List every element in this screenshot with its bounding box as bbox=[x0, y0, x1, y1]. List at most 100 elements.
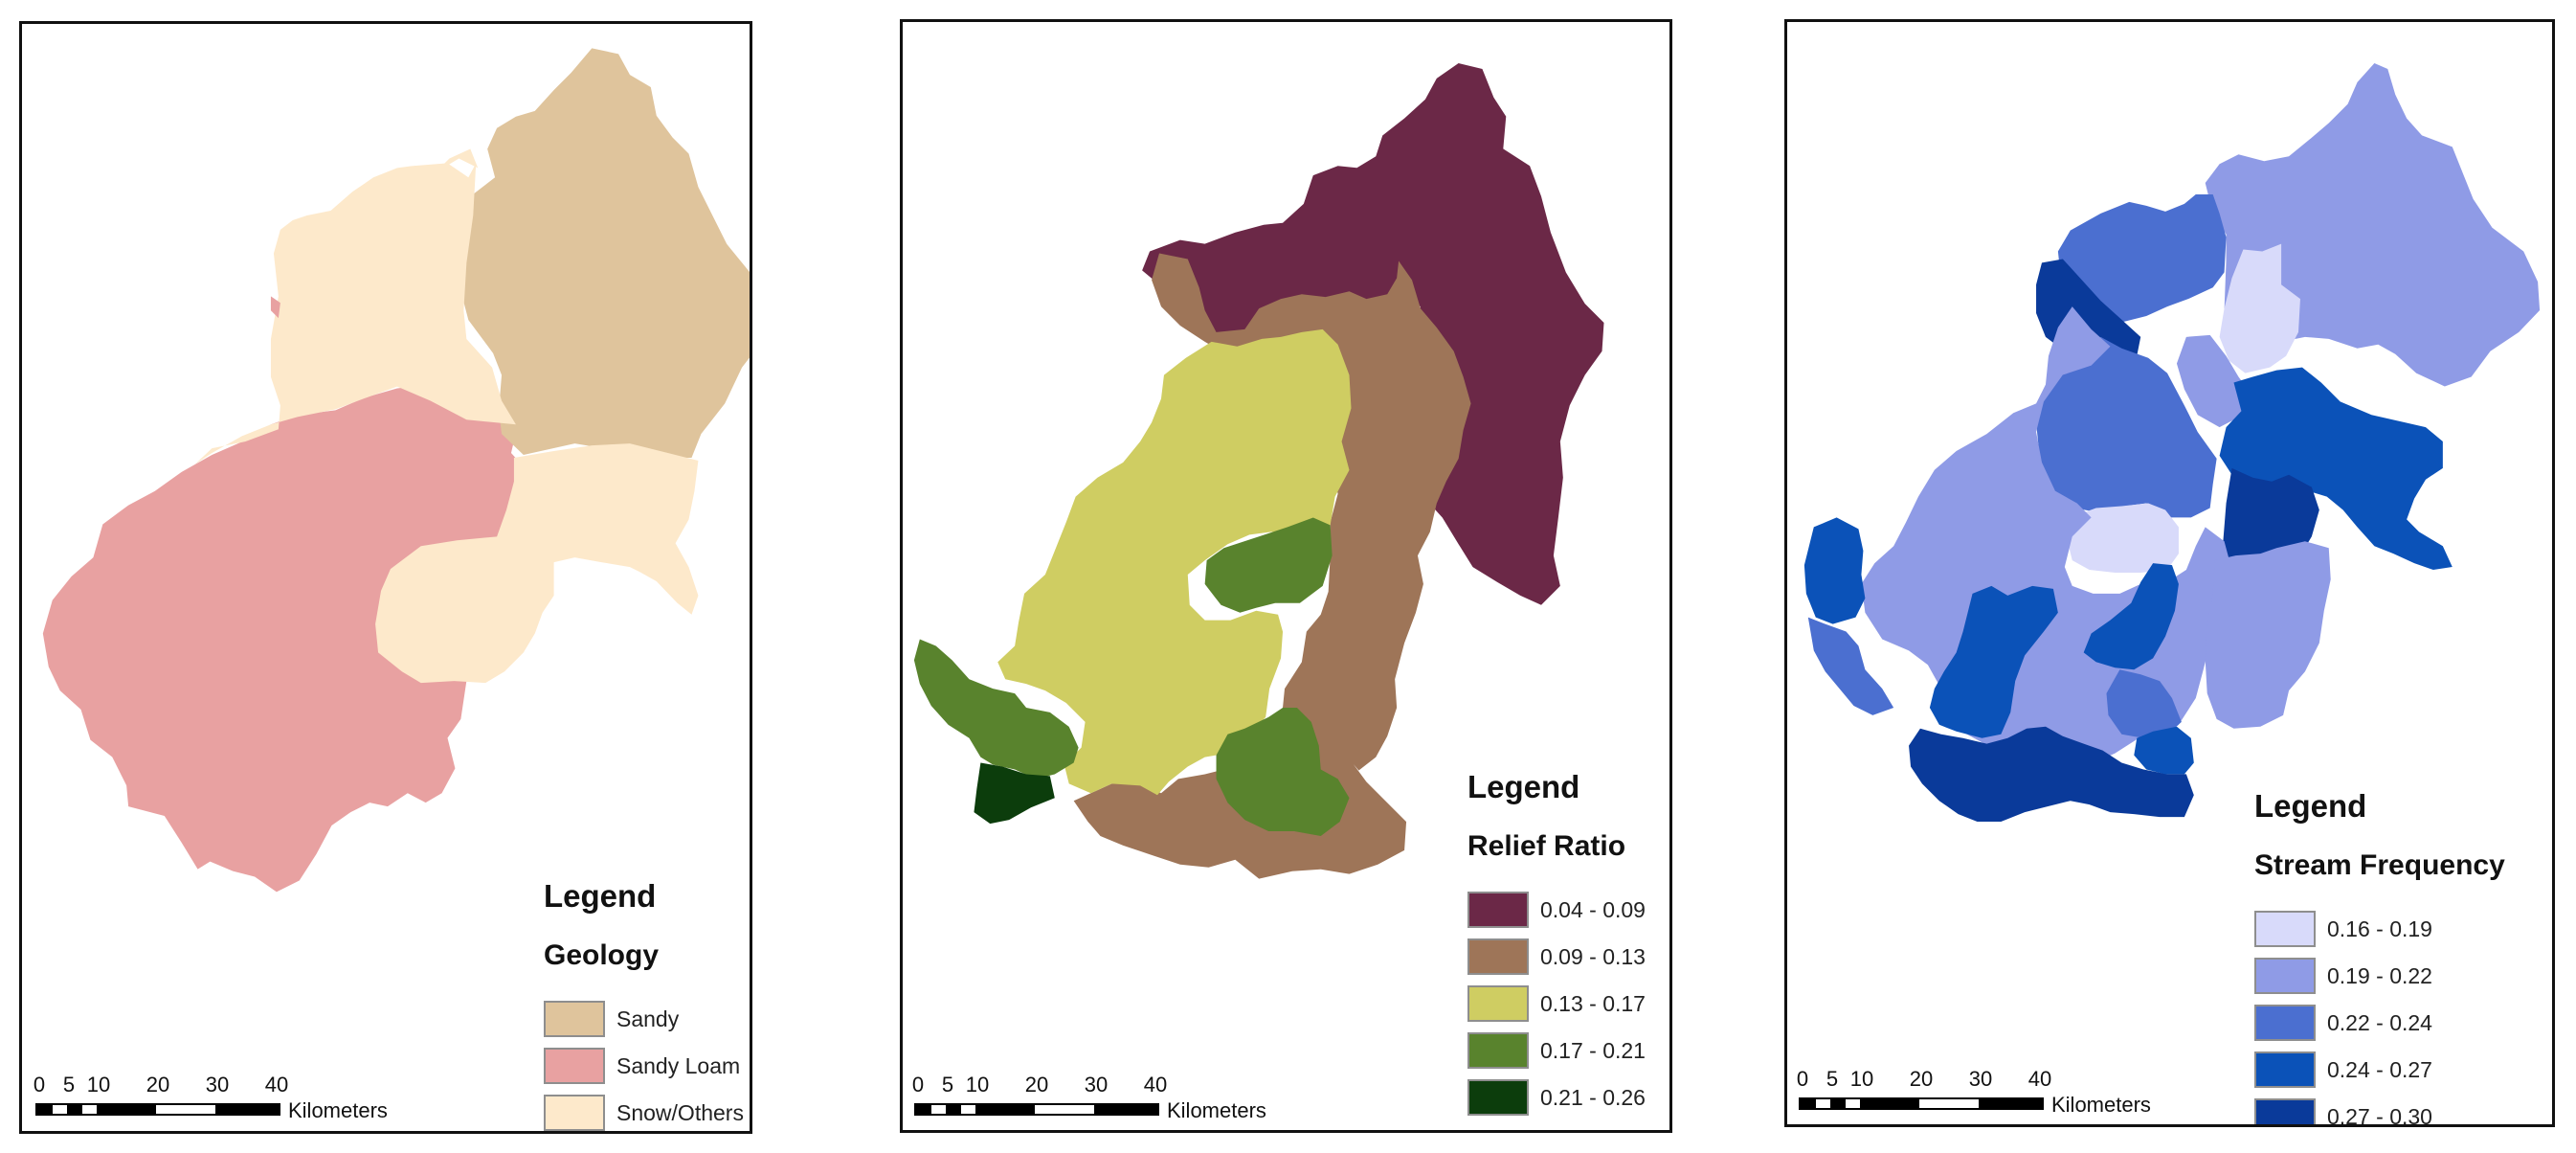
stream-frequency-0-22-0-24-region-southeast bbox=[2106, 669, 2182, 738]
legend-item: 0.19 - 0.22 bbox=[2254, 952, 2505, 999]
scale-bar-segment bbox=[97, 1105, 156, 1114]
scale-bar-segment bbox=[916, 1105, 931, 1114]
legend-swatch bbox=[544, 1094, 605, 1131]
scale-bar-group: 0 5 10 20 30 40 Kilometers bbox=[911, 1073, 1297, 1130]
geology-snow-others-north bbox=[435, 148, 479, 173]
scale-tick-label: 40 bbox=[264, 1073, 289, 1096]
legend-label: 0.19 - 0.22 bbox=[2327, 962, 2432, 988]
scale-bar-segment bbox=[67, 1105, 82, 1114]
scale-tick-label: 0 bbox=[911, 1073, 925, 1096]
scale-bar-segment bbox=[215, 1105, 279, 1114]
scale-bar-segment bbox=[1801, 1099, 1816, 1108]
scale-tick-label: 0 bbox=[33, 1073, 46, 1096]
scale-bar-segment bbox=[1830, 1099, 1846, 1108]
geology-map bbox=[42, 48, 750, 893]
stream-frequency-0-24-0-27-region-east bbox=[2219, 367, 2453, 571]
legend-item: 0.22 - 0.24 bbox=[2254, 999, 2505, 1046]
stream-frequency-0-19-0-22-region-center bbox=[2176, 334, 2253, 428]
legend-label: Sandy Loam bbox=[616, 1052, 741, 1078]
legend-label: 0.17 - 0.21 bbox=[1540, 1037, 1646, 1063]
stream-frequency-map bbox=[1803, 62, 2541, 823]
legend-swatch bbox=[1467, 938, 1529, 975]
legend-item: 0.17 - 0.21 bbox=[1467, 1027, 1646, 1074]
legend-label: 0.13 - 0.17 bbox=[1540, 990, 1646, 1016]
legend-swatch bbox=[2254, 1004, 2316, 1041]
legend-label: 0.21 - 0.26 bbox=[1540, 1084, 1646, 1110]
legend-layer-name: Geology bbox=[544, 939, 660, 971]
scale-tick-label: 5 bbox=[1826, 1067, 1839, 1091]
scale-bar bbox=[914, 1103, 1159, 1116]
legend-swatch bbox=[1467, 1078, 1529, 1116]
legend-item: Snow/Others bbox=[544, 1089, 744, 1131]
stream-frequency-0-16-0-19-region-north bbox=[2219, 243, 2300, 373]
relief-ratio-0-17-0-21-region-southeast bbox=[1216, 707, 1350, 836]
legend-swatch bbox=[1467, 1031, 1529, 1069]
relief-ratio-map bbox=[913, 63, 1604, 879]
geology-map-panel: Legend Geology Sandy Sandy Loam Snow/Oth… bbox=[19, 21, 752, 1134]
legend-swatch bbox=[2254, 1051, 2316, 1088]
scale-bar-group: 0 5 10 20 30 40 Kilometers bbox=[1796, 1067, 2182, 1124]
scale-bar-segment bbox=[1979, 1099, 2042, 1108]
legend-swatch bbox=[2254, 1097, 2316, 1124]
scale-bar bbox=[35, 1103, 280, 1116]
legend-title: Legend bbox=[1467, 769, 1580, 804]
geology-sandy-loam-region bbox=[42, 372, 543, 893]
scale-tick-label: 20 bbox=[146, 1073, 170, 1096]
scale-tick-label: 5 bbox=[941, 1073, 954, 1096]
legend-item: 0.04 - 0.09 bbox=[1467, 886, 1646, 933]
stream-frequency-0-27-0-30-region-south bbox=[1909, 726, 2194, 823]
scale-tick-label: 30 bbox=[205, 1073, 230, 1096]
geology-snow-others-east bbox=[375, 443, 699, 684]
relief-ratio-0-09-0-13-region bbox=[1073, 253, 1471, 879]
scale-tick-label: 40 bbox=[1143, 1073, 1168, 1096]
scale-bar-segment bbox=[37, 1105, 53, 1114]
legend-item: 0.24 - 0.27 bbox=[2254, 1046, 2505, 1093]
legend-item: 0.13 - 0.17 bbox=[1467, 980, 1646, 1027]
legend-label: 0.24 - 0.27 bbox=[2327, 1056, 2432, 1082]
legend-layer-name: Stream Frequency bbox=[2254, 849, 2505, 881]
scale-tick-label: 40 bbox=[2027, 1067, 2052, 1091]
legend-label: 0.27 - 0.30 bbox=[2327, 1103, 2432, 1127]
scale-tick-label: 10 bbox=[86, 1073, 111, 1096]
legend-label: 0.09 - 0.13 bbox=[1540, 943, 1646, 969]
scale-unit-label: Kilometers bbox=[2051, 1093, 2151, 1117]
stream-frequency-0-24-0-27-region-south-east bbox=[2134, 726, 2194, 775]
legend-item: Sandy Loam bbox=[544, 1042, 744, 1089]
legend-label: 0.22 - 0.24 bbox=[2327, 1009, 2432, 1035]
legend-label: Snow/Others bbox=[616, 1099, 744, 1125]
legend-swatch bbox=[2254, 957, 2316, 994]
scale-tick-label: 30 bbox=[1968, 1067, 1993, 1091]
legend-label: 0.16 - 0.19 bbox=[2327, 916, 2432, 941]
legend-label: Sandy bbox=[616, 1006, 680, 1031]
legend-item: 0.16 - 0.19 bbox=[2254, 905, 2505, 952]
stream-frequency-0-19-0-22-region-southeast bbox=[2205, 541, 2331, 729]
stream-frequency-0-24-0-27-region-southeast bbox=[2083, 563, 2179, 670]
stream-frequency-0-24-0-27-region-west bbox=[1803, 517, 1866, 624]
scale-bar-segment bbox=[946, 1105, 961, 1114]
legend-swatch bbox=[1467, 984, 1529, 1022]
relief-ratio-0-13-0-17-region bbox=[997, 328, 1352, 796]
geology-sandy-region bbox=[459, 48, 750, 458]
scale-tick-label: 5 bbox=[62, 1073, 76, 1096]
scale-unit-label: Kilometers bbox=[1167, 1098, 1266, 1122]
relief-ratio-0-17-0-21-region-southwest bbox=[913, 639, 1079, 780]
scale-tick-label: 30 bbox=[1084, 1073, 1109, 1096]
scale-tick-label: 20 bbox=[1909, 1067, 1934, 1091]
scale-bar-segment bbox=[1094, 1105, 1157, 1114]
stream-frequency-0-27-0-30-region-center bbox=[2222, 467, 2319, 566]
stream-frequency-0-16-0-19-region-center bbox=[2067, 503, 2179, 574]
legend-item: 0.09 - 0.13 bbox=[1467, 933, 1646, 980]
legend-swatch bbox=[2254, 910, 2316, 947]
scale-unit-label: Kilometers bbox=[288, 1098, 388, 1122]
relief-ratio-0-04-0-09-region bbox=[1142, 63, 1604, 605]
stream-frequency-legend: Legend Stream Frequency 0.16 - 0.19 0.19… bbox=[2254, 788, 2505, 1127]
legend-layer-name: Relief Ratio bbox=[1467, 830, 1626, 862]
legend-label: 0.04 - 0.09 bbox=[1540, 896, 1646, 922]
scale-tick-label: 0 bbox=[1796, 1067, 1809, 1091]
legend-item: 0.27 - 0.30 bbox=[2254, 1093, 2505, 1127]
legend-swatch bbox=[1467, 891, 1529, 928]
scale-bar-segment bbox=[975, 1105, 1035, 1114]
stream-frequency-0-22-0-24-region-center bbox=[2036, 336, 2217, 518]
geology-sandy-loam-sliver bbox=[270, 296, 280, 319]
legend-item: 0.21 - 0.26 bbox=[1467, 1074, 1646, 1120]
